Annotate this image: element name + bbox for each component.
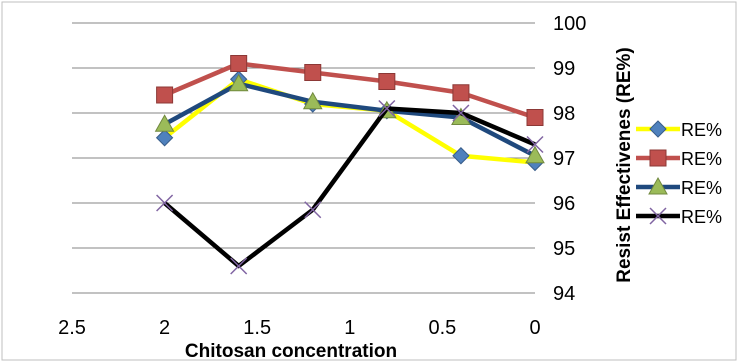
x-tick-label: 0 (529, 317, 540, 339)
x-tick-label: 2.5 (58, 317, 86, 339)
series-lines (154, 55, 545, 275)
data-point-stroke (378, 99, 396, 118)
series-line (163, 106, 536, 269)
data-point (304, 201, 322, 219)
y-tick-label: 97 (553, 148, 575, 170)
legend-item: RE% (636, 176, 722, 198)
gridlines (72, 22, 535, 294)
data-point (155, 129, 174, 147)
legend-item: RE% (636, 207, 722, 227)
y-tick-label: 96 (553, 193, 575, 215)
y-tick-label: 94 (553, 283, 575, 305)
legend-item: RE% (636, 149, 722, 169)
y-tick-label: 95 (553, 238, 575, 260)
x-tick-label: 1 (344, 317, 355, 339)
legend-label: RE% (681, 120, 722, 140)
data-point (526, 109, 544, 126)
data-point (649, 120, 667, 138)
data-point (452, 147, 470, 165)
data-point (452, 104, 470, 122)
series-line (163, 61, 536, 120)
data-point-stroke (526, 135, 544, 154)
data-point-stroke (452, 104, 470, 122)
data-point (525, 145, 545, 164)
data-point (302, 91, 323, 110)
data-point (378, 73, 396, 90)
x-tick-labels: 2.5 2 1.5 1 0.5 0 (58, 317, 540, 339)
data-point (648, 176, 668, 195)
data-point (452, 84, 470, 102)
series-line (163, 81, 537, 158)
series-2 (156, 55, 544, 126)
data-point (156, 86, 174, 104)
data-point (228, 73, 249, 92)
x-tick-label: 0.5 (428, 317, 456, 339)
series-4 (156, 99, 544, 275)
data-point-stroke (649, 207, 667, 225)
legend: RE% RE% RE% RE% (636, 120, 722, 227)
y-tick-label: 99 (553, 58, 575, 80)
legend-label: RE% (681, 207, 722, 227)
y-axis-title: Resist Effectivenes (RE%) (614, 47, 635, 282)
data-point (649, 207, 667, 225)
data-point-stroke (304, 201, 322, 219)
y-tick-label: 98 (553, 103, 575, 125)
legend-item: RE% (636, 120, 722, 140)
data-point (378, 99, 396, 118)
y-tick-labels: 94 95 96 97 98 99 100 (553, 13, 586, 305)
data-point-stroke (230, 257, 248, 275)
x-axis-title: Chitosan concentration (185, 341, 397, 362)
legend-label: RE% (681, 149, 722, 169)
x-tick-label: 2 (159, 317, 170, 339)
data-point (649, 149, 667, 167)
legend-label: RE% (681, 178, 722, 198)
data-point (230, 55, 248, 72)
data-point (156, 194, 174, 212)
data-point-stroke (156, 194, 174, 212)
data-point (526, 135, 544, 154)
data-point (230, 257, 248, 275)
data-point (154, 114, 175, 132)
x-tick-label: 1.5 (243, 317, 271, 339)
data-point (304, 64, 322, 81)
y-tick-label: 100 (553, 13, 586, 35)
